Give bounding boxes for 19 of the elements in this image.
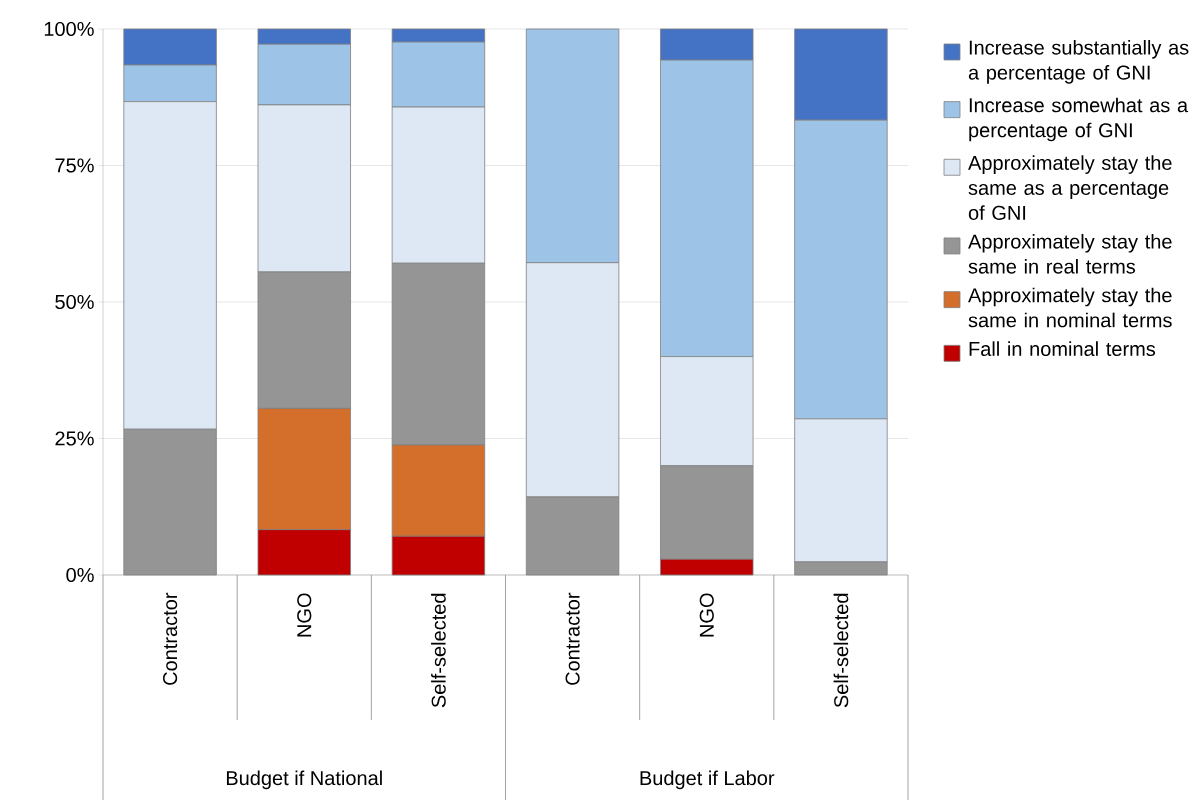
y-tick-label: 50% xyxy=(55,294,94,309)
text: Budget if Labor xyxy=(640,770,775,789)
x-tick-label: NGO xyxy=(297,593,312,637)
legend-label: Approximately stay the same in real terms xyxy=(968,233,1172,274)
x-tick-label: Contractor xyxy=(163,592,178,685)
legend-label: Approximately stay the same as a percentage of GNI xyxy=(968,155,1172,220)
legend-label: Approximately stay the same in nominal terms xyxy=(968,287,1172,328)
y-tick-label: 25% xyxy=(55,431,94,446)
x-tick-label: NGO xyxy=(699,593,714,637)
y-tick-label: 0% xyxy=(66,567,94,582)
legend-label: Increase somewhat as a percentage of GNI xyxy=(969,97,1189,142)
x-tick-label: Self-selected xyxy=(833,593,849,708)
x-tick-label: Contractor xyxy=(565,592,580,685)
text: Budget if National xyxy=(226,770,382,789)
y-tick-label: 75% xyxy=(55,158,94,173)
legend-label: Fall in nominal terms xyxy=(969,341,1156,356)
y-tick-label: 100% xyxy=(44,21,94,36)
x-tick-label: Self-selected xyxy=(431,593,446,708)
legend-label: Increase substantially as a percentage of GNI xyxy=(968,39,1189,84)
